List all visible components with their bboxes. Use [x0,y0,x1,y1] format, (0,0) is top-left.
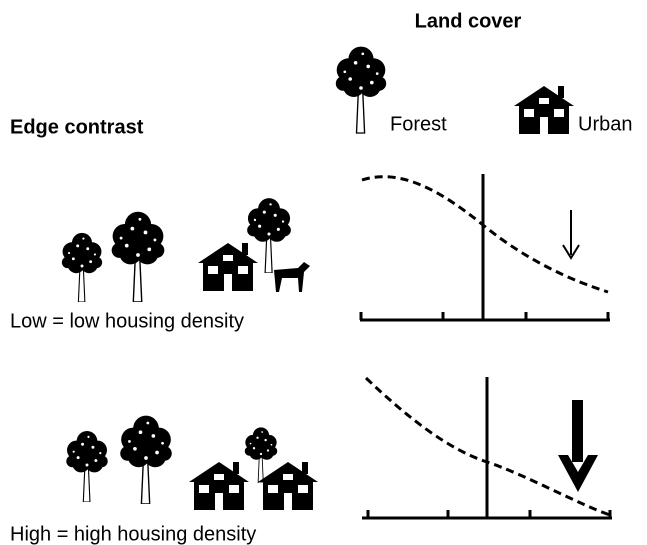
forest-label: Forest [390,113,447,135]
low-chart [359,174,610,322]
forest-icon [335,45,387,134]
low-label: Low = low housing density [10,310,244,332]
urban-icon [514,86,574,134]
urban-label: Urban [578,113,632,135]
high-label: High = high housing density [10,523,256,545]
low-illustration [61,197,310,302]
title: Land cover [415,10,522,32]
high-illustration [65,414,318,510]
row-title: Edge contrast [10,116,144,138]
high-chart [362,376,612,520]
